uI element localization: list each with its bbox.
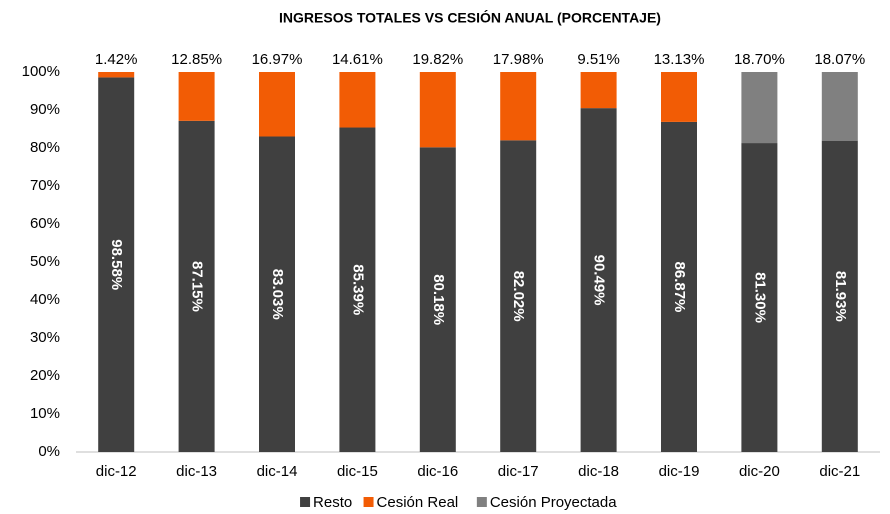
bar-segment: [500, 72, 537, 141]
value-label: 9.51%: [577, 51, 620, 68]
value-label: 86.87%: [671, 262, 688, 313]
value-label: 16.97%: [252, 51, 303, 68]
value-label: 85.39%: [349, 264, 366, 315]
y-tick-label: 80%: [30, 139, 60, 156]
x-tick-label: dic-20: [739, 463, 780, 480]
value-label: 83.03%: [269, 269, 286, 320]
bar-segment: [580, 72, 617, 109]
value-label: 1.42%: [95, 51, 138, 68]
value-label: 98.58%: [108, 239, 125, 290]
bar-segment: [259, 136, 295, 452]
bar-segment: [339, 127, 376, 452]
legend-swatch: [476, 497, 487, 507]
bar-segment: [339, 72, 376, 128]
y-tick-label: 40%: [30, 291, 60, 308]
bar-segment: [178, 120, 215, 452]
value-label: 90.49%: [591, 255, 608, 306]
value-label: 18.07%: [814, 51, 865, 68]
x-tick-label: dic-18: [578, 463, 619, 480]
bar-segment: [98, 72, 135, 78]
value-label: 14.61%: [332, 51, 383, 68]
y-tick-label: 70%: [30, 177, 60, 194]
bar-segment: [661, 121, 697, 453]
x-tick-label: dic-21: [819, 463, 860, 480]
value-label: 87.15%: [189, 261, 206, 312]
bar-segment: [741, 72, 778, 144]
x-tick-label: dic-16: [417, 463, 458, 480]
y-tick-label: 50%: [30, 253, 60, 270]
chart-title: INGRESOS TOTALES VS CESIÓN ANUAL (PORCEN…: [279, 9, 661, 26]
legend-label: Cesión Proyectada: [490, 494, 617, 511]
x-tick-label: dic-14: [257, 463, 298, 480]
x-tick-label: dic-15: [337, 463, 378, 480]
bar-segment: [821, 72, 858, 141]
bar-segment: [98, 77, 135, 453]
legend-label: Cesión Real: [377, 494, 459, 511]
bar-segment: [661, 72, 697, 122]
bar-segment: [419, 147, 456, 453]
legend-swatch: [363, 497, 374, 507]
bar-segment: [741, 143, 778, 452]
bar-segment: [500, 140, 537, 452]
bar-segment: [419, 72, 456, 148]
value-label: 81.30%: [751, 272, 768, 323]
value-label: 12.85%: [171, 51, 222, 68]
y-tick-label: 30%: [30, 329, 60, 346]
x-tick-label: dic-13: [176, 463, 217, 480]
y-tick-label: 100%: [22, 63, 60, 80]
y-tick-label: 0%: [38, 443, 60, 460]
value-label: 13.13%: [654, 51, 705, 68]
bar-segment: [580, 108, 617, 452]
value-label: 19.82%: [412, 51, 463, 68]
value-label: 81.93%: [832, 271, 849, 322]
bar-segment: [259, 72, 295, 137]
value-label: 17.98%: [493, 51, 544, 68]
y-tick-label: 10%: [30, 405, 60, 422]
value-label: 18.70%: [734, 51, 785, 68]
x-tick-label: dic-19: [659, 463, 700, 480]
bar-segment: [178, 72, 215, 121]
bar-segment: [821, 140, 858, 452]
legend-label: Resto: [313, 494, 352, 511]
y-tick-label: 90%: [30, 101, 60, 118]
legend-swatch: [300, 497, 311, 507]
x-tick-label: dic-17: [498, 463, 539, 480]
y-tick-label: 20%: [30, 367, 60, 384]
value-label: 80.18%: [430, 274, 447, 325]
y-tick-label: 60%: [30, 215, 60, 232]
value-label: 82.02%: [510, 271, 527, 322]
x-tick-label: dic-12: [96, 463, 137, 480]
